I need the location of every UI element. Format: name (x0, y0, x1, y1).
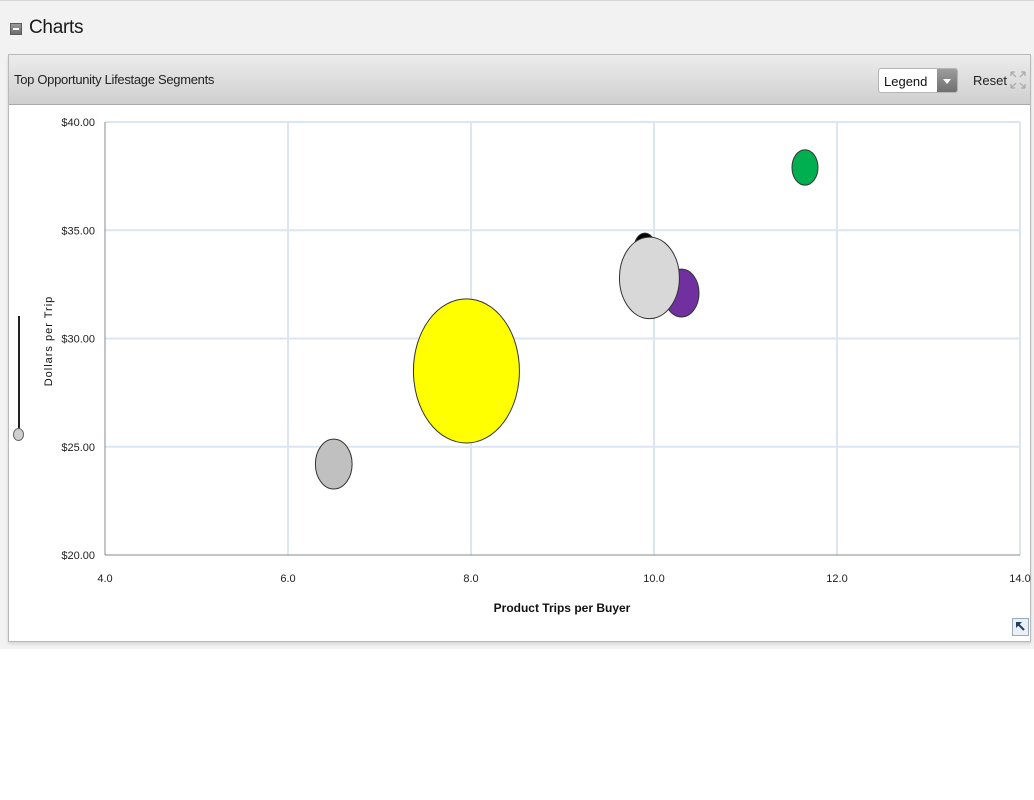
bubble-chart: 4.0 6.0 8.0 10.0 12.0 14.0 $20.00 $25.00 $30.00 $… (43, 117, 1031, 615)
zoom-slider-handle[interactable] (13, 428, 24, 441)
legend-dropdown[interactable]: Legend (878, 68, 958, 93)
legend-dropdown-value: Legend (884, 74, 928, 89)
y-tick-label: $40.00 (61, 117, 95, 129)
corner-arrow-button[interactable] (1012, 618, 1029, 636)
bubble-point (618, 236, 680, 320)
reset-button[interactable]: Reset (973, 73, 1007, 88)
bubble-point (314, 438, 353, 490)
zoom-slider-track[interactable] (18, 316, 20, 436)
x-tick-label: 6.0 (280, 573, 295, 585)
panel-header: Top Opportunity Lifestage Segments Legen… (9, 55, 1030, 105)
expand-icon[interactable] (1010, 71, 1026, 89)
x-tick-label: 10.0 (643, 573, 664, 585)
chart-panel: Top Opportunity Lifestage Segments Legen… (8, 54, 1031, 642)
bubble-point (412, 298, 520, 444)
x-tick-label: 12.0 (826, 573, 847, 585)
y-tick-label: $25.00 (61, 442, 95, 454)
y-axis-title: Dollars per Trip (43, 296, 55, 387)
section-title: Charts (29, 17, 84, 38)
x-axis-title: Product Trips per Buyer (494, 601, 631, 615)
x-tick-label: 8.0 (463, 573, 478, 585)
section-header: Charts (0, 8, 1034, 48)
arrow-up-left-icon (1016, 622, 1025, 631)
panel-title: Top Opportunity Lifestage Segments (14, 72, 215, 87)
chevron-down-icon[interactable] (937, 69, 957, 92)
bubble-point (791, 149, 819, 186)
y-tick-label: $30.00 (61, 334, 95, 346)
x-tick-label: 14.0 (1009, 573, 1030, 585)
x-tick-label: 4.0 (97, 573, 112, 585)
y-tick-label: $35.00 (61, 225, 95, 237)
collapse-icon[interactable] (10, 23, 22, 35)
y-tick-label: $20.00 (61, 550, 95, 562)
